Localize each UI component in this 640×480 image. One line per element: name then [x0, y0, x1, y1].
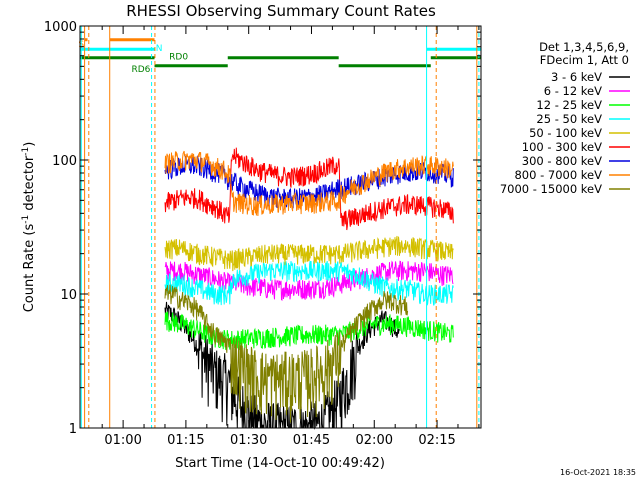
y-tick-label: 100 [52, 154, 77, 169]
y-axis-label: Count Rate (s-1 detector-1) [21, 142, 37, 313]
chart-title: RHESSI Observing Summary Count Rates [126, 2, 436, 20]
flag-n: N [80, 44, 481, 54]
series-300-800-kev [164, 155, 454, 209]
x-tick-label: 01:30 [230, 433, 267, 448]
legend-label: 100 - 300 keV [522, 140, 602, 154]
series-line [164, 260, 454, 306]
flag-label: RD6 [131, 65, 150, 75]
legend-label: 50 - 100 keV [529, 126, 602, 140]
series-3-6-kev [164, 301, 400, 430]
x-tick-label: 01:15 [167, 433, 204, 448]
legend-label: 7000 - 15000 keV [500, 182, 602, 196]
plot-frame [79, 25, 482, 429]
data-layer [164, 147, 454, 430]
footer-date: 16-Oct-2021 18:35 [560, 468, 636, 477]
y-tick-label: 1000 [44, 20, 77, 35]
series-line [164, 260, 454, 301]
series-25-50-kev [164, 260, 454, 306]
legend-header-line-1: Det 1,3,4,5,6,9, [539, 40, 629, 54]
flag-label: RD0 [169, 53, 188, 63]
y-axis-label-part: Count Rate (s [22, 224, 37, 313]
x-axis-label: Start Time (14-Oct-10 00:49:42) [175, 456, 385, 471]
series-line [164, 235, 454, 272]
vertical-markers [80, 26, 480, 428]
series-line [164, 155, 454, 209]
x-tick-label: 02:00 [356, 433, 393, 448]
series-line [164, 311, 454, 351]
series-line [164, 301, 400, 430]
y-tick-label: 10 [60, 288, 77, 303]
series-6-12-kev [164, 260, 454, 301]
series-100-300-kev [164, 147, 454, 231]
legend-label: 800 - 7000 keV [514, 168, 602, 182]
y-axis-label-part: detector [22, 155, 37, 215]
y-axis-label-sup: -1 [21, 147, 31, 156]
flag-rd0: RD0 [80, 53, 481, 63]
series-line [164, 284, 409, 423]
legend: Det 1,3,4,5,6,9, FDecim 1, Att 0 3 - 6 k… [500, 40, 630, 196]
legend-label: 12 - 25 keV [536, 98, 602, 112]
y-axis-label-sup: -1 [21, 215, 31, 224]
series-50-100-kev [164, 235, 454, 272]
series-line [164, 150, 454, 217]
legend-label: 6 - 12 keV [544, 84, 602, 98]
series-800-7000-kev [164, 150, 454, 217]
x-tick-label: 02:15 [418, 433, 455, 448]
legend-label: 3 - 6 keV [551, 70, 602, 84]
series-line [164, 147, 454, 231]
x-tick-label: 01:00 [104, 433, 141, 448]
series-7000-15000-kev [164, 284, 409, 423]
x-tick-label: 01:45 [293, 433, 330, 448]
series-12-25-kev [164, 311, 454, 351]
x-axis: 01:00 01:15 01:30 01:45 02:00 02:15 [101, 26, 480, 448]
flag-rd6: RD6 [131, 64, 431, 75]
flag-label: N [156, 44, 163, 54]
y-axis: 1 10 100 1000 [44, 20, 481, 437]
flag-bars: SNRD0RD6 [78, 38, 481, 75]
legend-label: 25 - 50 keV [536, 112, 602, 126]
y-axis-label-part: ) [22, 142, 37, 147]
y-tick-label: 1 [69, 422, 77, 437]
legend-label: 300 - 800 keV [522, 154, 602, 168]
legend-header-line-2: FDecim 1, Att 0 [540, 53, 629, 67]
